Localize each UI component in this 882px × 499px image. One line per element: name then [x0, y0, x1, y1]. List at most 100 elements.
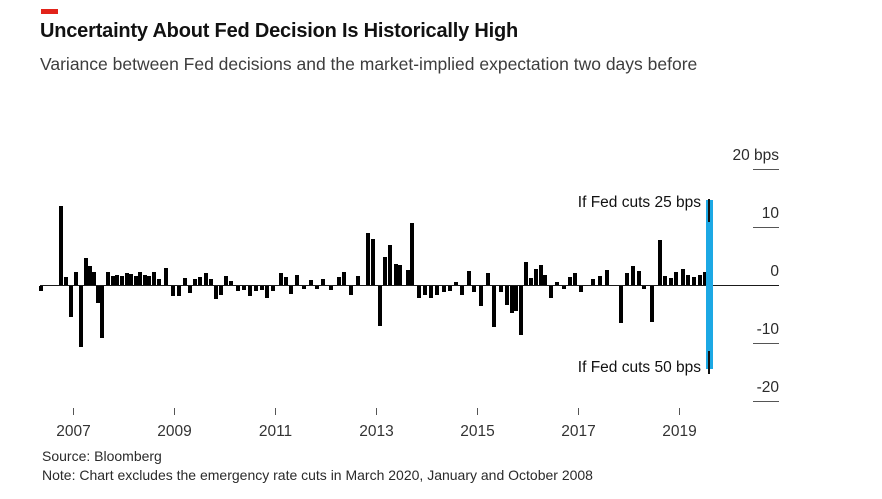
bar	[429, 286, 434, 298]
bar	[242, 286, 247, 290]
scenario-cap-top	[708, 199, 711, 223]
y-axis-label: -10	[756, 321, 779, 338]
bar	[271, 286, 276, 291]
bar	[100, 286, 105, 338]
bar	[198, 277, 203, 286]
bar	[329, 286, 334, 290]
bar	[441, 286, 446, 292]
bar	[289, 286, 294, 294]
bar	[543, 274, 548, 285]
bar	[387, 244, 392, 285]
y-axis-tick	[753, 401, 779, 402]
bar	[203, 273, 208, 286]
bar	[68, 286, 73, 317]
bar	[314, 286, 319, 289]
bar	[63, 276, 68, 285]
bar	[171, 286, 176, 296]
chart-title: Uncertainty About Fed Decision Is Histor…	[40, 20, 519, 42]
brand-accent-bar	[41, 9, 58, 14]
bar	[366, 233, 371, 286]
source-text: Source: Bloomberg	[42, 448, 162, 464]
bar	[157, 279, 162, 286]
bar	[349, 286, 354, 295]
bar	[224, 276, 228, 286]
bar	[142, 274, 147, 285]
bar	[382, 257, 387, 286]
y-axis-label: 20 bps	[732, 147, 779, 164]
bar	[138, 271, 143, 285]
x-axis-label: 2017	[561, 423, 596, 440]
x-axis-tick	[678, 408, 681, 415]
bar	[680, 269, 685, 286]
bar	[505, 286, 510, 305]
bar	[355, 276, 360, 286]
bar	[92, 272, 97, 286]
bar	[561, 286, 566, 289]
annotation-cut-50bps: If Fed cuts 50 bps	[577, 359, 701, 376]
bar	[657, 239, 662, 285]
bar	[534, 269, 539, 286]
bar	[466, 270, 471, 286]
bar	[259, 286, 264, 290]
bar	[568, 277, 573, 286]
annotation-cut-25bps: If Fed cuts 25 bps	[577, 194, 701, 211]
y-axis-label: 0	[770, 263, 779, 280]
bar	[460, 286, 465, 295]
bar	[471, 286, 476, 292]
bar	[265, 286, 270, 298]
zero-axis-line	[40, 285, 779, 286]
bar	[485, 273, 490, 286]
bar	[193, 279, 198, 286]
bar	[74, 271, 79, 285]
bar	[38, 286, 43, 291]
bar	[119, 276, 124, 286]
bar	[492, 286, 497, 327]
y-axis-label: 10	[761, 205, 779, 222]
bar	[598, 276, 603, 286]
note-text: Note: Chart excludes the emergency rate …	[42, 467, 593, 483]
bar	[702, 271, 707, 285]
bar	[649, 286, 654, 322]
bar	[618, 286, 623, 323]
chart-subtitle: Variance between Fed decisions and the m…	[40, 54, 698, 74]
bar	[110, 276, 115, 286]
bar	[549, 286, 554, 298]
bar	[147, 276, 152, 286]
bar	[236, 286, 241, 291]
bar	[337, 276, 342, 285]
bar	[555, 282, 560, 286]
bar	[697, 275, 702, 286]
bar	[284, 277, 289, 286]
x-axis-label: 2007	[56, 423, 91, 440]
x-axis-label: 2013	[359, 423, 394, 440]
x-axis-tick	[476, 408, 479, 415]
bar	[218, 286, 223, 295]
bar	[663, 276, 668, 286]
bar	[182, 278, 187, 286]
bar	[213, 286, 218, 299]
bar	[188, 286, 193, 293]
bar	[393, 263, 398, 285]
x-axis-label: 2009	[157, 423, 192, 440]
bar	[152, 272, 157, 286]
scenario-bar-blue	[705, 200, 713, 370]
bar	[578, 286, 583, 292]
bar	[454, 281, 459, 285]
bar	[377, 286, 382, 326]
bar	[133, 275, 138, 285]
x-axis-label: 2019	[662, 423, 697, 440]
bar	[409, 222, 414, 285]
bar	[176, 286, 181, 296]
bar	[308, 280, 313, 286]
x-axis-tick	[72, 408, 75, 415]
bar	[301, 286, 306, 289]
x-axis-label: 2011	[258, 423, 293, 440]
bar	[129, 273, 134, 285]
bar	[637, 271, 642, 286]
bar	[668, 278, 673, 286]
bar	[229, 280, 234, 285]
bar	[248, 286, 253, 296]
bar	[509, 286, 514, 313]
bar	[124, 273, 129, 286]
x-axis-label: 2015	[460, 423, 495, 440]
